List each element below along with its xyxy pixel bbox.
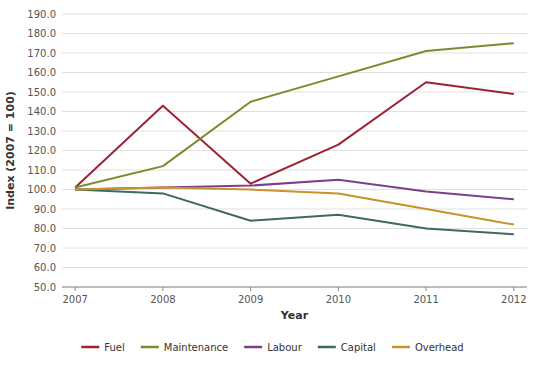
grid-line xyxy=(62,248,527,249)
x-tick-label: 2010 xyxy=(326,294,351,305)
legend-item: Fuel xyxy=(81,342,124,353)
y-tick-label: 50.0 xyxy=(34,282,56,293)
y-tick-label: 90.0 xyxy=(34,204,56,215)
legend-swatch xyxy=(81,346,99,349)
y-tick-label: 60.0 xyxy=(34,262,56,273)
legend-swatch xyxy=(141,346,159,349)
grid-line xyxy=(62,131,527,132)
x-tick xyxy=(75,287,76,291)
legend: Fuel Maintenance Labour Capital Overhead xyxy=(81,342,463,353)
x-tick-label: 2011 xyxy=(413,294,438,305)
x-tick xyxy=(513,287,514,291)
legend-label: Overhead xyxy=(415,342,464,353)
legend-item: Maintenance xyxy=(141,342,228,353)
grid-line xyxy=(62,92,527,93)
grid-line xyxy=(62,228,527,229)
legend-label: Maintenance xyxy=(164,342,228,353)
x-tick-label: 2012 xyxy=(501,294,526,305)
lines xyxy=(75,43,514,234)
series-line xyxy=(75,188,514,225)
grid-line xyxy=(62,33,527,34)
grid-line xyxy=(62,267,527,268)
x-tick-label: 2007 xyxy=(62,294,87,305)
grid-line xyxy=(62,53,527,54)
grid-line xyxy=(62,14,527,15)
legend-label: Labour xyxy=(267,342,303,353)
x-axis-line xyxy=(62,287,527,288)
y-tick-label: 140.0 xyxy=(27,106,56,117)
chart: 50.0 60.0 70.0 80.0 90.0 100.0 110.0 120.0 130.0… xyxy=(0,0,545,365)
legend-item: Labour xyxy=(244,342,303,353)
grid-line xyxy=(62,287,527,288)
series-line xyxy=(75,180,514,200)
legend-label: Capital xyxy=(341,342,376,353)
y-grid xyxy=(62,14,527,287)
y-tick-label: 100.0 xyxy=(27,184,56,195)
x-tick xyxy=(250,287,251,291)
x-tick xyxy=(162,287,163,291)
grid-line xyxy=(62,209,527,210)
legend-label: Fuel xyxy=(104,342,124,353)
legend-swatch xyxy=(392,346,410,349)
y-tick-label: 190.0 xyxy=(27,9,56,20)
x-tick xyxy=(338,287,339,291)
x-tick-label: 2009 xyxy=(238,294,263,305)
grid-line xyxy=(62,150,527,151)
grid-line xyxy=(62,72,527,73)
grid-line xyxy=(62,170,527,171)
series-line xyxy=(75,43,514,187)
y-tick-label: 150.0 xyxy=(27,87,56,98)
grid-line xyxy=(62,111,527,112)
legend-item: Overhead xyxy=(392,342,464,353)
y-tick-label: 110.0 xyxy=(27,165,56,176)
legend-swatch xyxy=(244,346,262,349)
legend-item: Capital xyxy=(318,342,376,353)
x-axis-label: Year xyxy=(280,309,309,322)
y-tick-label: 70.0 xyxy=(34,243,56,254)
y-tick-label: 170.0 xyxy=(27,48,56,59)
y-tick-label: 180.0 xyxy=(27,28,56,39)
y-tick-label: 160.0 xyxy=(27,67,56,78)
y-tick-label: 80.0 xyxy=(34,223,56,234)
legend-swatch xyxy=(318,346,336,349)
y-axis-label: Index (2007 = 100) xyxy=(4,91,17,210)
x-tick xyxy=(426,287,427,291)
y-tick-label: 130.0 xyxy=(27,126,56,137)
y-tick-label: 120.0 xyxy=(27,145,56,156)
x-tick-label: 2008 xyxy=(150,294,175,305)
